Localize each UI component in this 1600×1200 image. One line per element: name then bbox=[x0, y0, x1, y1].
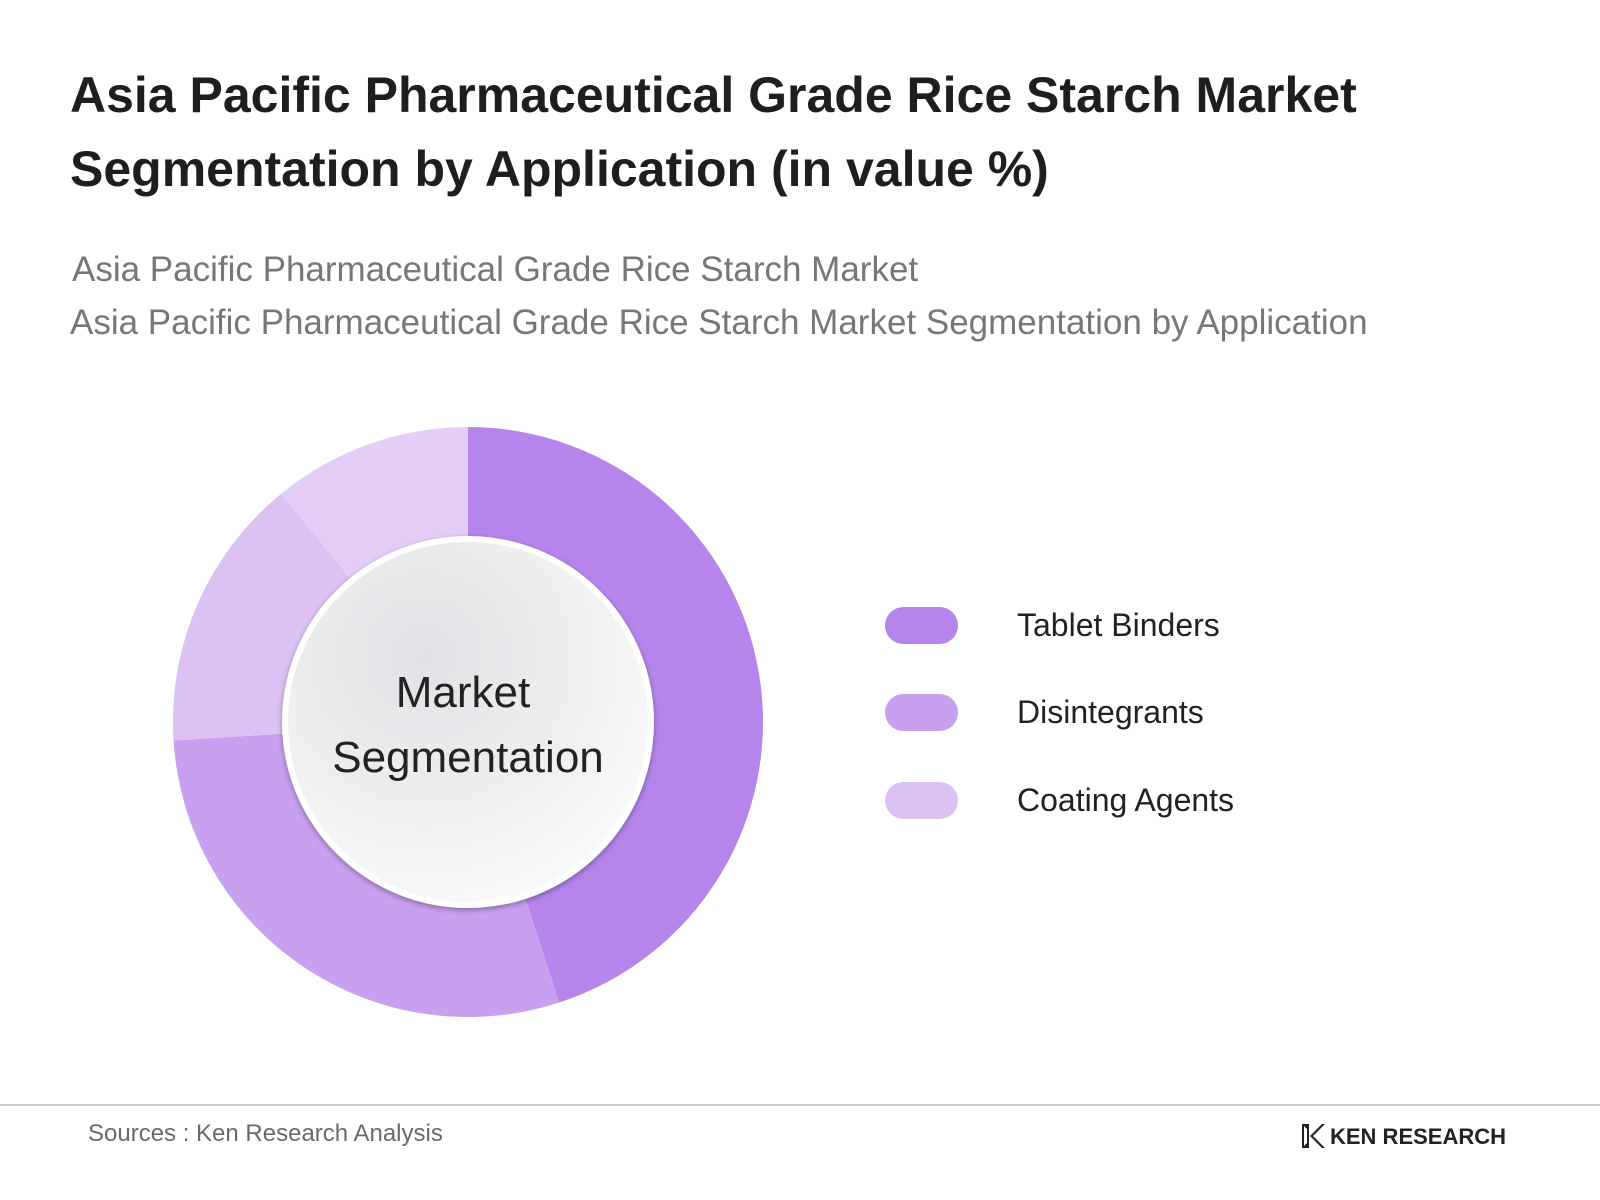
legend-swatch-disintegrants bbox=[885, 694, 958, 731]
legend-label-disintegrants: Disintegrants bbox=[1017, 694, 1204, 730]
brand-logo: KEN RESEARCH bbox=[1300, 1122, 1530, 1152]
donut-chart: Market Segmentation bbox=[172, 427, 763, 1017]
legend-label-coating-agents: Coating Agents bbox=[1017, 782, 1235, 818]
legend-item-coating-agents: Coating Agents bbox=[885, 780, 1385, 820]
chart-subtitle-line2: Asia Pacific Pharmaceutical Grade Rice S… bbox=[70, 303, 1368, 342]
center-label-line1: Market bbox=[396, 668, 530, 717]
slice-tablet-binders bbox=[468, 427, 763, 1003]
center-label-line2: Segmentation bbox=[332, 733, 604, 782]
legend-swatch-coating-agents bbox=[885, 782, 958, 819]
source-note: Sources : Ken Research Analysis bbox=[88, 1120, 443, 1147]
legend-label-tablet-binders: Tablet Binders bbox=[1017, 607, 1220, 643]
footer-divider bbox=[0, 1104, 1600, 1106]
donut-center bbox=[282, 536, 654, 908]
ken-research-logo-icon bbox=[1302, 1124, 1325, 1148]
legend-item-tablet-binders: Tablet Binders bbox=[885, 605, 1385, 645]
legend-item-disintegrants: Disintegrants bbox=[885, 692, 1385, 732]
brand-name: KEN RESEARCH bbox=[1330, 1124, 1507, 1149]
slice-coating-agents bbox=[172, 493, 353, 741]
chart-title: Asia Pacific Pharmaceutical Grade Rice S… bbox=[70, 67, 1357, 197]
chart-subtitle-line1: Asia Pacific Pharmaceutical Grade Rice S… bbox=[72, 250, 919, 289]
legend-swatch-tablet-binders bbox=[885, 607, 958, 644]
